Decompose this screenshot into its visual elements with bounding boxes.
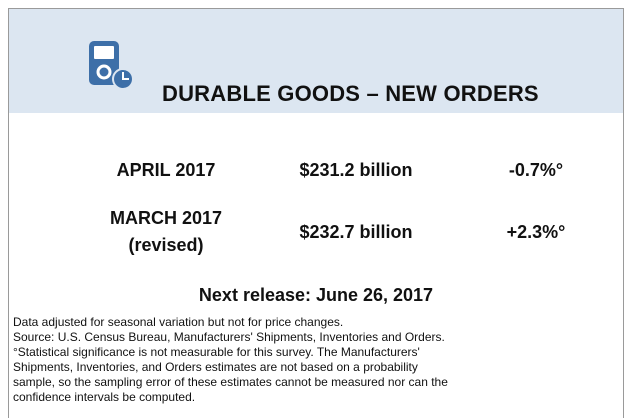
footnote-line: Shipments, Inventories, and Orders estim…: [13, 360, 418, 374]
icon: [89, 41, 134, 90]
period: APRIL 2017: [116, 160, 216, 180]
change: +2.3%°: [506, 222, 566, 242]
footnote-line: sample, so the sampling error of these e…: [13, 375, 448, 389]
period: MARCH 2017: [109, 208, 223, 228]
value: $232.7 billion: [299, 222, 413, 242]
footnote-line: Data adjusted for seasonal variation but…: [13, 315, 344, 329]
footnote-line: confidence intervals be computed.: [13, 390, 196, 404]
card: DURABLE GOODS – NEW ORDERS APRIL 2017 $2…: [8, 8, 624, 418]
header: DURABLE GOODS – NEW ORDERS: [9, 9, 623, 113]
value: $231.2 billion: [299, 160, 413, 180]
change: -0.7%°: [508, 160, 564, 180]
period-note: (revised): [128, 235, 204, 255]
footnote-line: Source: U.S. Census Bureau, Manufacturer…: [13, 330, 445, 344]
footnote-line: °Statistical significance is not measura…: [13, 345, 420, 359]
title: DURABLE GOODS – NEW ORDERS: [162, 81, 539, 106]
next-release: Next release: June 26, 2017: [198, 285, 434, 305]
footnotes: Data adjusted for seasonal variation but…: [13, 315, 448, 405]
